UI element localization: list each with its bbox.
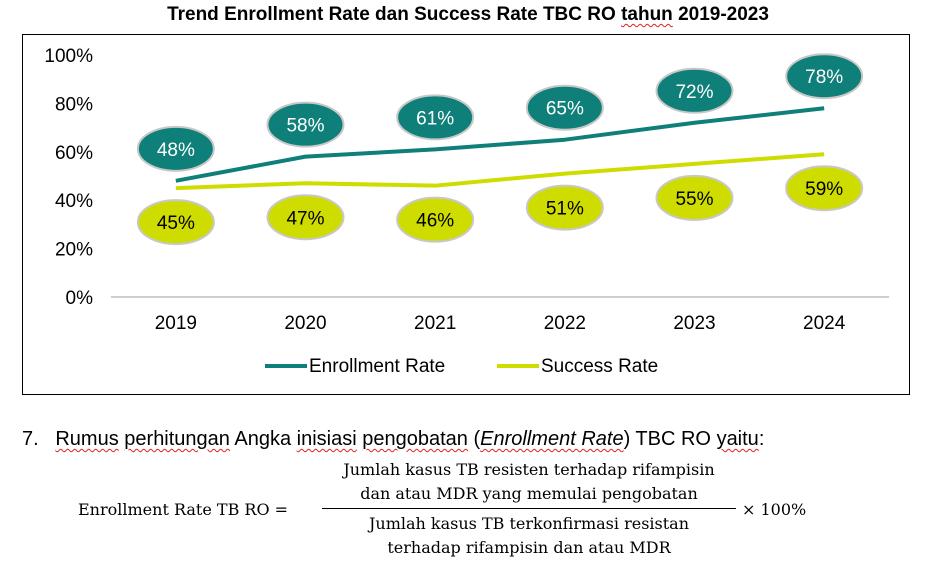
- success-label-bubble: [266, 194, 345, 241]
- enrollment-data-label: 72%: [675, 82, 713, 103]
- chart-title-underlined-word: tahun: [621, 4, 673, 25]
- chart-title-years: 2019-2023: [678, 4, 769, 25]
- numerator-line-2: dan atau MDR yang memulai pengobatan: [360, 484, 698, 503]
- line-chart: 100%80%60%40%20%0% 2019 2020 2021 2022 2023 2…: [44, 46, 889, 377]
- y-tick-label: 60%: [55, 143, 93, 164]
- success-data-label: 59%: [805, 179, 843, 200]
- y-tick-label: 20%: [55, 240, 93, 261]
- x-tick-label: 2020: [284, 313, 326, 334]
- success-label-bubble: [785, 165, 864, 212]
- enrollment-data-label: 65%: [546, 99, 584, 120]
- word-yaitu: yaitu: [716, 428, 759, 450]
- denominator-line-1: Jumlah kasus TB terkonfirmasi resistan: [368, 514, 690, 533]
- series-lines: [175, 106, 825, 191]
- success-label-bubble: [136, 199, 215, 246]
- chart-frame: 100% 80% 60% 40% 20% 0% 2019 2020 2021 2022 2023 2…: [22, 34, 910, 395]
- fraction-bar: [322, 508, 736, 509]
- x-tick-label: 2019: [155, 313, 197, 334]
- formula-lhs: Enrollment Rate TB RO =: [78, 500, 289, 519]
- enrollment-label-bubble: [785, 53, 864, 100]
- x-tick-label: 2022: [544, 313, 586, 334]
- success-data-label: 51%: [546, 199, 584, 220]
- y-tick-label: 100%: [44, 46, 93, 67]
- formula-numerator: Jumlah kasus TB resisten terhadap rifamp…: [322, 458, 736, 506]
- formula-denominator: Jumlah kasus TB terkonfirmasi resistan t…: [322, 512, 736, 560]
- word-enrollment-rate: Enrollment Rate: [480, 428, 624, 450]
- enrollment-data-label: 48%: [157, 140, 195, 161]
- item-number: 7.: [22, 428, 39, 450]
- enrollment-label-bubble: [655, 67, 734, 114]
- enrollment-data-label: 61%: [416, 108, 454, 129]
- success-data-label: 55%: [675, 189, 713, 210]
- word-perhitungan: perhitungan: [124, 428, 230, 450]
- success-label-bubble: [396, 196, 475, 243]
- y-tick-label: 80%: [55, 94, 93, 115]
- y-axis: 100% 80% 60% 40% 20% 0%: [44, 46, 93, 309]
- success-data-label: 45%: [157, 213, 195, 234]
- formula-rhs: × 100%: [742, 500, 807, 519]
- enrollment-label-bubble: [525, 84, 604, 131]
- success-data-label: 47%: [286, 208, 324, 229]
- enrollment-data-label: 58%: [286, 116, 324, 137]
- success-data-label: 46%: [416, 211, 454, 232]
- data-labels: 48% 58% 61% 65% 72% 78% 45% 47% 46% 51% 55% 59%: [136, 53, 864, 246]
- open-paren: (: [473, 428, 481, 450]
- success-label-bubble: [655, 174, 734, 221]
- enrollment-data-label: 78%: [805, 67, 843, 88]
- formula: Enrollment Rate TB RO = Jumlah kasus TB …: [0, 458, 936, 568]
- x-tick-label: 2021: [414, 313, 456, 334]
- word-angka: Angka: [234, 428, 292, 450]
- numerator-line-1: Jumlah kasus TB resisten terhadap rifamp…: [343, 460, 715, 479]
- x-axis: 2019 2020 2021 2022 2023 2024: [155, 313, 846, 334]
- enrollment-label-bubble: [266, 101, 345, 148]
- word-inisiasi: inisiasi: [296, 428, 357, 450]
- y-tick-label: 40%: [55, 191, 93, 212]
- colon: :: [758, 428, 765, 450]
- enrollment-rate-line: [175, 106, 825, 183]
- denominator-line-2: terhadap rifampisin dan atau MDR: [387, 538, 671, 557]
- y-tick-label: 0%: [66, 288, 94, 309]
- x-tick-label: 2023: [673, 313, 715, 334]
- word-rumus: Rumus: [55, 428, 119, 450]
- legend-enrollment-label: Enrollment Rate: [309, 356, 445, 377]
- close-paren-tbc-ro: ) TBC RO: [623, 428, 711, 450]
- enrollment-label-bubble: [396, 94, 475, 141]
- chart-title: Trend Enrollment Rate dan Success Rate T…: [0, 4, 936, 26]
- chart-title-main: Trend Enrollment Rate dan Success Rate T…: [167, 4, 616, 25]
- enrollment-label-bubble: [136, 125, 215, 172]
- success-label-bubble: [525, 184, 604, 231]
- x-tick-label: 2024: [803, 313, 846, 334]
- success-rate-line: [175, 152, 825, 191]
- word-pengobatan: pengobatan: [362, 428, 468, 450]
- legend: Enrollment Rate Success Rate: [265, 356, 658, 377]
- legend-success-label: Success Rate: [541, 356, 658, 377]
- formula-heading: 7. Rumus perhitungan Angka inisiasi peng…: [22, 428, 764, 451]
